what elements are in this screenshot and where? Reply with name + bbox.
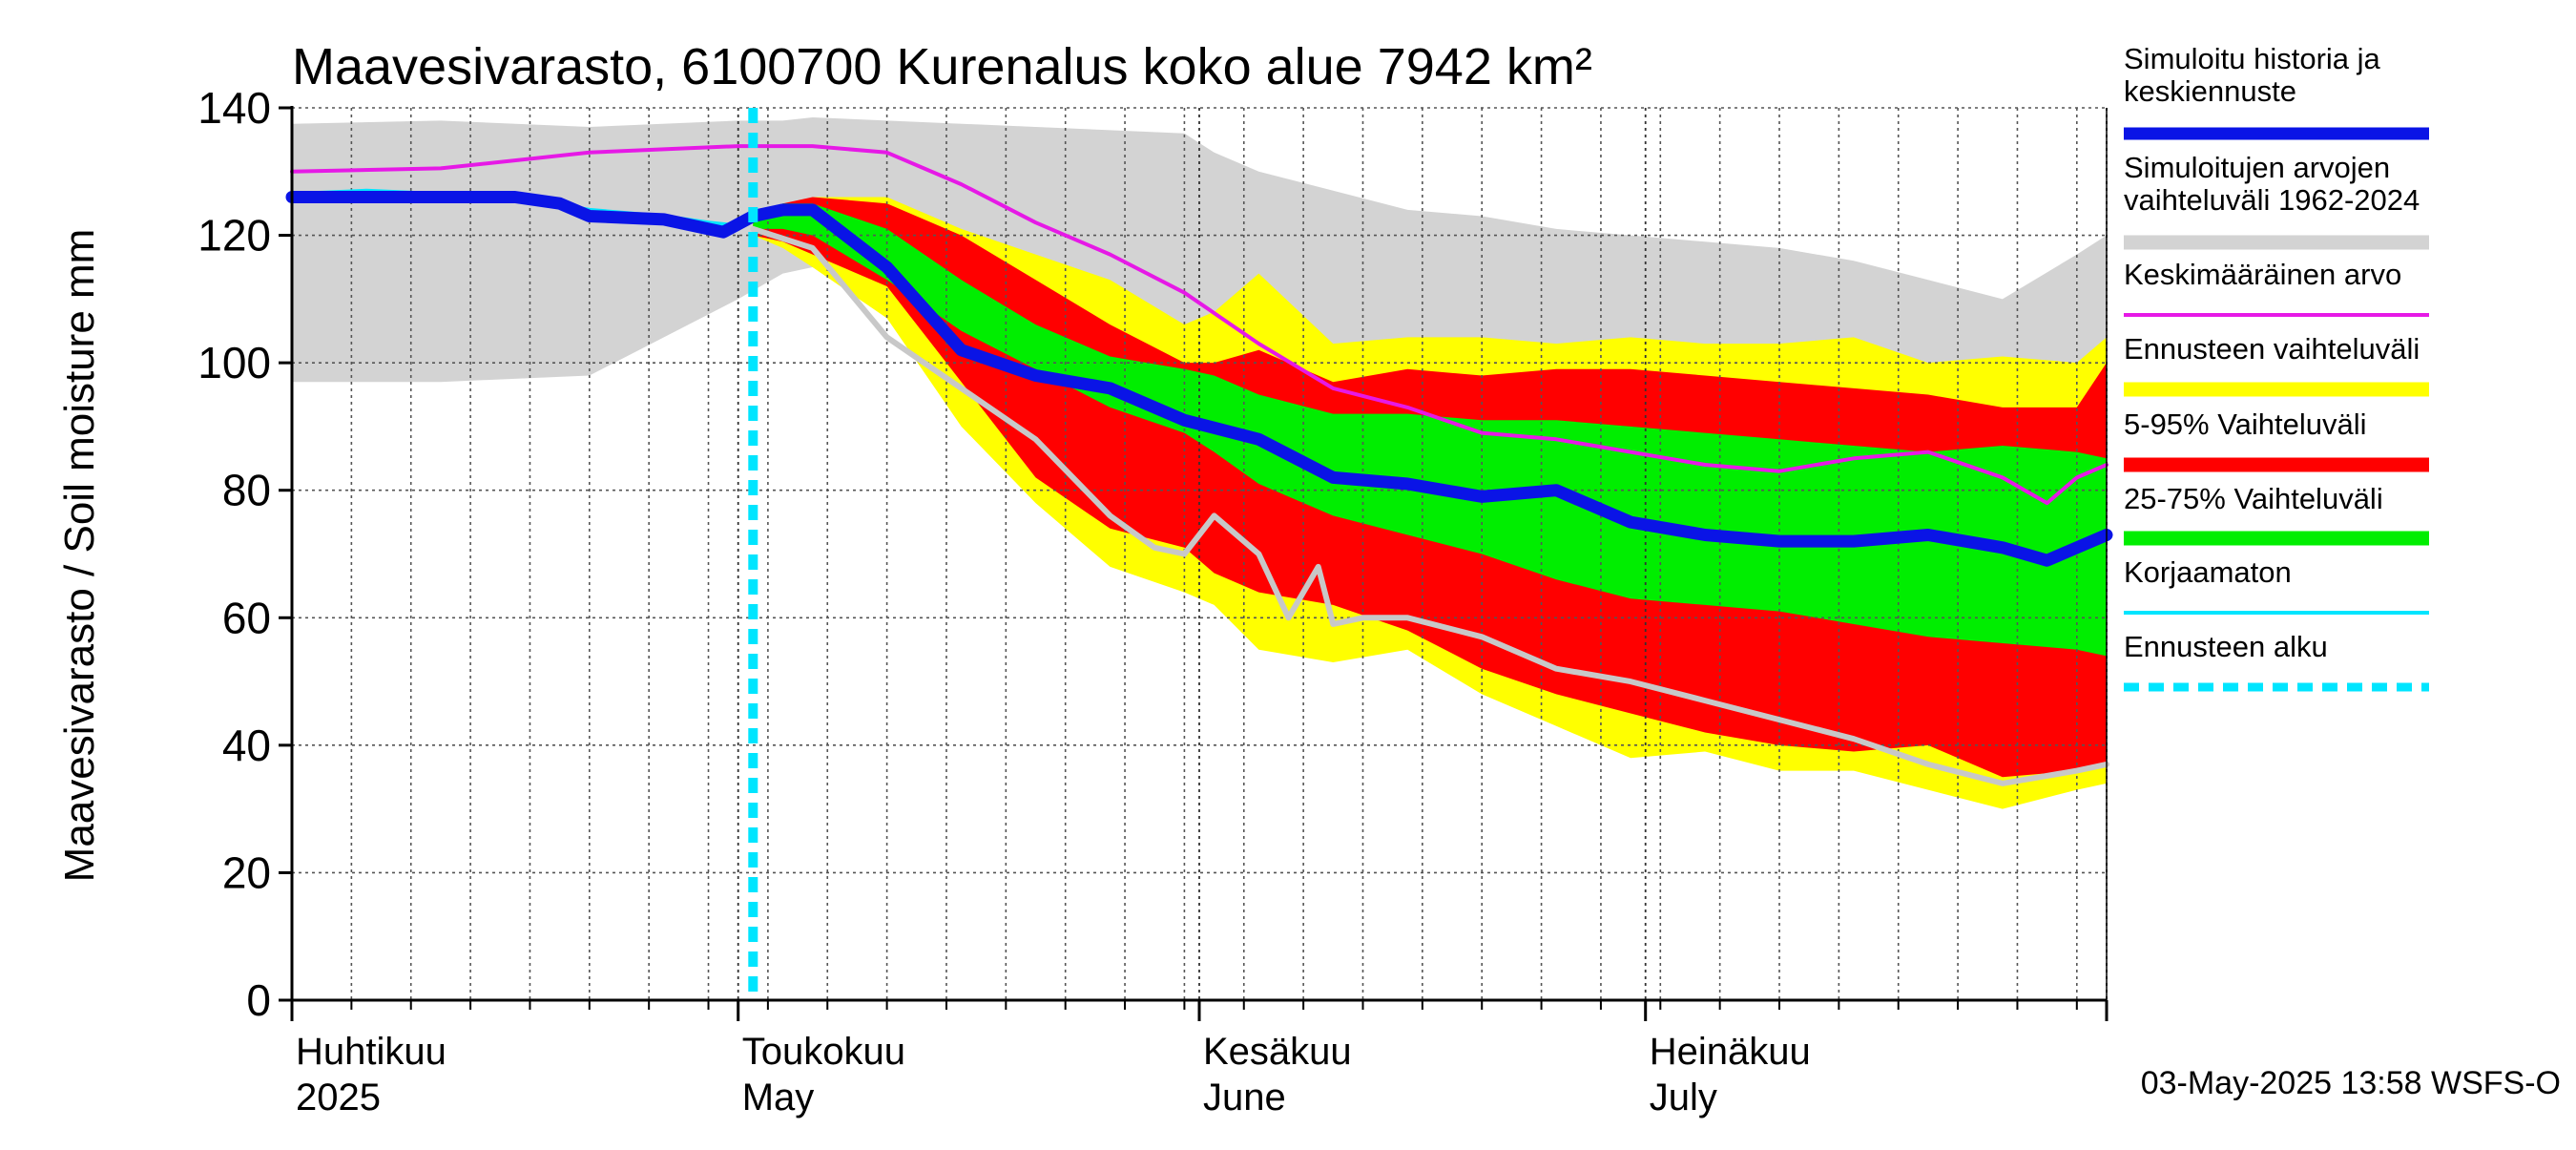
legend-label: Ennusteen alku [2124, 630, 2328, 663]
line-keskimaarainen-arvo [290, 144, 2109, 506]
month-label-fi: Heinäkuu [1650, 1031, 1811, 1073]
legend-label: Korjaamaton [2124, 555, 2292, 589]
y-tick-label: 40 [222, 721, 271, 770]
month-label-fi: Kesäkuu [1203, 1031, 1352, 1073]
line-simuloitu-historia-ja-keskiennuste [285, 191, 2113, 567]
legend-label: Keskimääräinen arvo [2124, 258, 2401, 291]
month-label-en: May [742, 1077, 815, 1119]
legend-label: vaihteluväli 1962-2024 [2124, 183, 2420, 217]
footer-timestamp: 03-May-2025 13:58 WSFS-O [2141, 1065, 2561, 1101]
legend-item-ennusteen-alku: Ennusteen alku [2124, 630, 2429, 692]
y-axis-label: Maavesivarasto / Soil moisture mm [56, 229, 103, 883]
legend-item-korjaamaton: Korjaamaton [2124, 555, 2429, 615]
legend-item-5-95-vaihteluvali: 5-95% Vaihteluväli [2124, 408, 2429, 472]
legend-label: 5-95% Vaihteluväli [2124, 408, 2366, 441]
month-label-fi: Huhtikuu [296, 1031, 447, 1073]
y-tick-label: 0 [246, 975, 271, 1025]
grid [291, 107, 2108, 1000]
y-tick-label: 120 [197, 211, 271, 261]
legend-item-25-75-vaihteluvali: 25-75% Vaihteluväli [2124, 482, 2429, 546]
chart-title: Maavesivarasto, 6100700 Kurenalus koko a… [292, 38, 1592, 95]
line-median-like-grey-trace [750, 225, 2109, 786]
y-tick-label: 100 [197, 338, 271, 387]
y-tick-label: 60 [222, 593, 271, 642]
legend-label: 25-75% Vaihteluväli [2124, 482, 2383, 515]
legend-item-keskimaarainen-arvo: Keskimääräinen arvo [2124, 258, 2429, 317]
legend-label: Simuloitujen arvojen [2124, 151, 2390, 184]
month-label-en: July [1650, 1077, 1717, 1119]
month-label-fi: Toukokuu [742, 1031, 905, 1073]
month-label-en: June [1203, 1077, 1286, 1119]
month-label-en: 2025 [296, 1077, 381, 1119]
legend-item-ennusteen-vaihteluvali: Ennusteen vaihteluväli [2124, 332, 2429, 397]
legend: Simuloitu historia jakeskiennusteSimuloi… [2124, 42, 2429, 692]
legend-label: keskiennuste [2124, 74, 2296, 108]
y-tick-label: 140 [197, 83, 271, 133]
legend-label: Simuloitu historia ja [2124, 42, 2381, 75]
legend-label: Ennusteen vaihteluväli [2124, 332, 2420, 366]
y-tick-label: 80 [222, 466, 271, 515]
y-tick-label: 20 [222, 847, 271, 897]
